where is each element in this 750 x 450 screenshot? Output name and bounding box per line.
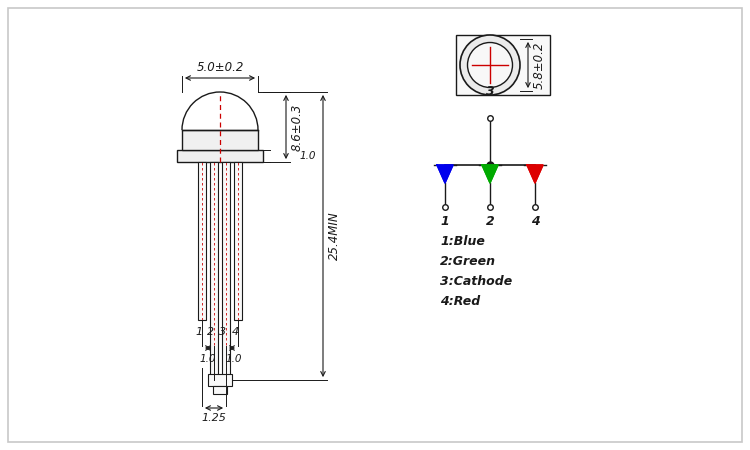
Bar — [208, 374, 232, 386]
Bar — [198, 162, 206, 320]
Polygon shape — [527, 165, 543, 183]
Text: 5.8±0.2: 5.8±0.2 — [533, 41, 546, 89]
Text: 4: 4 — [531, 215, 539, 228]
Text: 8.6±0.3: 8.6±0.3 — [291, 104, 304, 151]
Text: 3: 3 — [486, 85, 494, 98]
Bar — [213, 386, 227, 394]
Text: 2: 2 — [208, 327, 214, 337]
Polygon shape — [437, 165, 453, 183]
Circle shape — [460, 35, 520, 95]
Text: 4:Red: 4:Red — [440, 295, 480, 308]
Bar — [234, 162, 242, 320]
Text: 1.0: 1.0 — [300, 151, 316, 161]
Text: 2:Green: 2:Green — [440, 255, 496, 268]
Text: 1: 1 — [441, 215, 449, 228]
Text: 25.4MIN: 25.4MIN — [328, 212, 341, 260]
Bar — [210, 162, 218, 380]
Text: 1.0: 1.0 — [226, 354, 242, 364]
Circle shape — [467, 42, 512, 87]
Text: 2: 2 — [486, 215, 494, 228]
Text: 1.0: 1.0 — [200, 354, 216, 364]
Bar — [456, 35, 550, 95]
Text: 3:Cathode: 3:Cathode — [440, 275, 512, 288]
Text: 4: 4 — [232, 327, 238, 337]
Bar — [182, 130, 258, 150]
Polygon shape — [482, 165, 498, 183]
Text: 1.25: 1.25 — [202, 413, 226, 423]
Bar — [222, 162, 230, 380]
Text: 1: 1 — [196, 327, 202, 337]
Text: 5.0±0.2: 5.0±0.2 — [196, 61, 244, 74]
Text: 1:Blue: 1:Blue — [440, 235, 485, 248]
Bar — [177, 150, 263, 162]
Text: 3: 3 — [220, 327, 226, 337]
